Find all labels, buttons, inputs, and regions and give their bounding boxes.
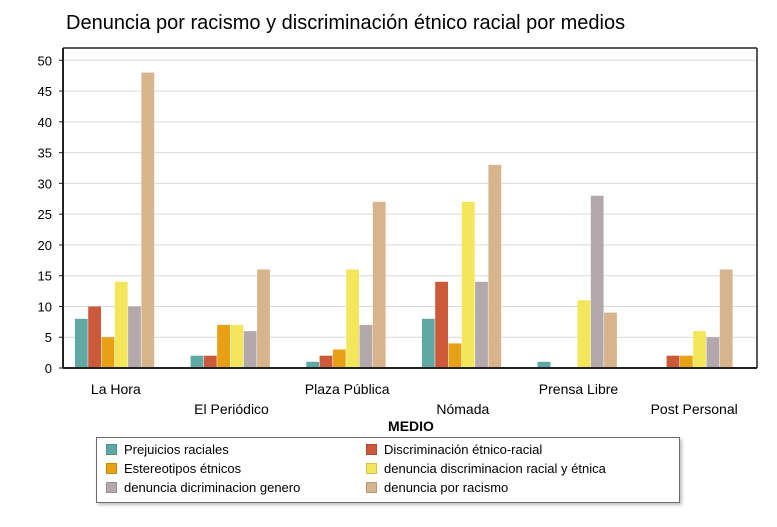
bar	[230, 324, 244, 368]
y-tick-label: 15	[38, 269, 52, 284]
y-tick-label: 0	[45, 361, 52, 376]
bar	[435, 281, 448, 368]
bar	[590, 195, 604, 368]
bar	[306, 361, 320, 368]
chart-plot: 0 5 10 15 20 25 30 35 40 45 50 La Hora El Periódico…	[38, 47, 758, 434]
legend-label: denuncia dicriminacion genero	[124, 480, 301, 495]
legend-label: Discriminación étnico-racial	[384, 442, 543, 457]
bar	[243, 331, 257, 368]
bar	[577, 300, 591, 368]
chart-title: Denuncia por racismo y discriminación ét…	[66, 12, 626, 34]
bar	[461, 201, 475, 368]
x-tick-label: La Hora	[91, 381, 141, 397]
legend-item: Prejuicios raciales	[106, 442, 229, 457]
y-tick-label: 10	[38, 299, 52, 314]
legend-label: denuncia por racismo	[384, 480, 509, 495]
bar	[74, 318, 88, 368]
legend-swatch	[366, 463, 377, 474]
bar	[706, 337, 720, 368]
y-tick-label: 25	[38, 207, 52, 222]
bar	[319, 355, 333, 368]
bar	[128, 306, 141, 368]
bar	[679, 355, 693, 368]
x-tick-label: El Periódico	[194, 401, 269, 417]
legend-item: denuncia dicriminacion genero	[106, 480, 300, 495]
bar	[257, 269, 270, 368]
axes	[59, 47, 758, 369]
y-tick-label: 50	[38, 53, 52, 68]
legend-swatch	[106, 444, 117, 455]
legend-item: denuncia por racismo	[366, 480, 508, 495]
x-tick-label: Post Personal	[651, 401, 738, 417]
legend: Prejuicios raciales Discriminación étnico…	[96, 437, 680, 503]
bar	[332, 349, 346, 368]
legend-label: Estereotipos étnicos	[124, 461, 242, 476]
legend-swatch	[106, 463, 117, 474]
y-tick-label: 20	[38, 238, 52, 253]
bar	[475, 281, 488, 368]
bar	[421, 318, 435, 368]
bars	[74, 72, 733, 368]
x-tick-label: Prensa Libre	[539, 381, 619, 397]
gridlines	[63, 59, 757, 338]
x-tick-label: Nómada	[436, 401, 489, 417]
bar	[488, 164, 502, 368]
bar	[203, 355, 217, 368]
bar	[666, 355, 680, 368]
bar	[372, 201, 386, 368]
legend-swatch	[366, 444, 377, 455]
y-tick-label: 5	[45, 330, 52, 345]
bar	[359, 324, 373, 368]
x-axis-label: MEDIO	[388, 418, 434, 434]
legend-label: denuncia discriminacion racial y étnica	[384, 461, 606, 476]
bar	[101, 337, 115, 368]
y-tick-labels: 0 5 10 15 20 25 30 35 40 45 50	[38, 53, 52, 376]
bar	[719, 269, 733, 368]
legend-item: denuncia discriminacion racial y étnica	[366, 461, 606, 476]
bar	[141, 72, 155, 368]
y-tick-label: 30	[38, 176, 52, 191]
x-tick-label: Plaza Pública	[305, 381, 390, 397]
y-tick-label: 35	[38, 146, 52, 161]
bar	[114, 281, 128, 368]
legend-swatch	[106, 482, 117, 493]
bar	[346, 269, 359, 368]
y-tick-label: 45	[38, 84, 52, 99]
bar	[190, 355, 204, 368]
bar	[693, 331, 706, 368]
bar	[604, 312, 617, 368]
legend-label: Prejuicios raciales	[124, 442, 229, 457]
bar	[537, 361, 551, 368]
legend-swatch	[366, 482, 377, 493]
legend-item: Discriminación étnico-racial	[366, 442, 542, 457]
legend-item: Estereotipos étnicos	[106, 461, 241, 476]
bar	[88, 306, 101, 368]
x-tick-labels: La Hora El Periódico Plaza Pública Nómada Pr…	[91, 381, 738, 417]
bar	[217, 324, 230, 368]
bar	[448, 343, 462, 368]
y-tick-label: 40	[38, 115, 52, 130]
